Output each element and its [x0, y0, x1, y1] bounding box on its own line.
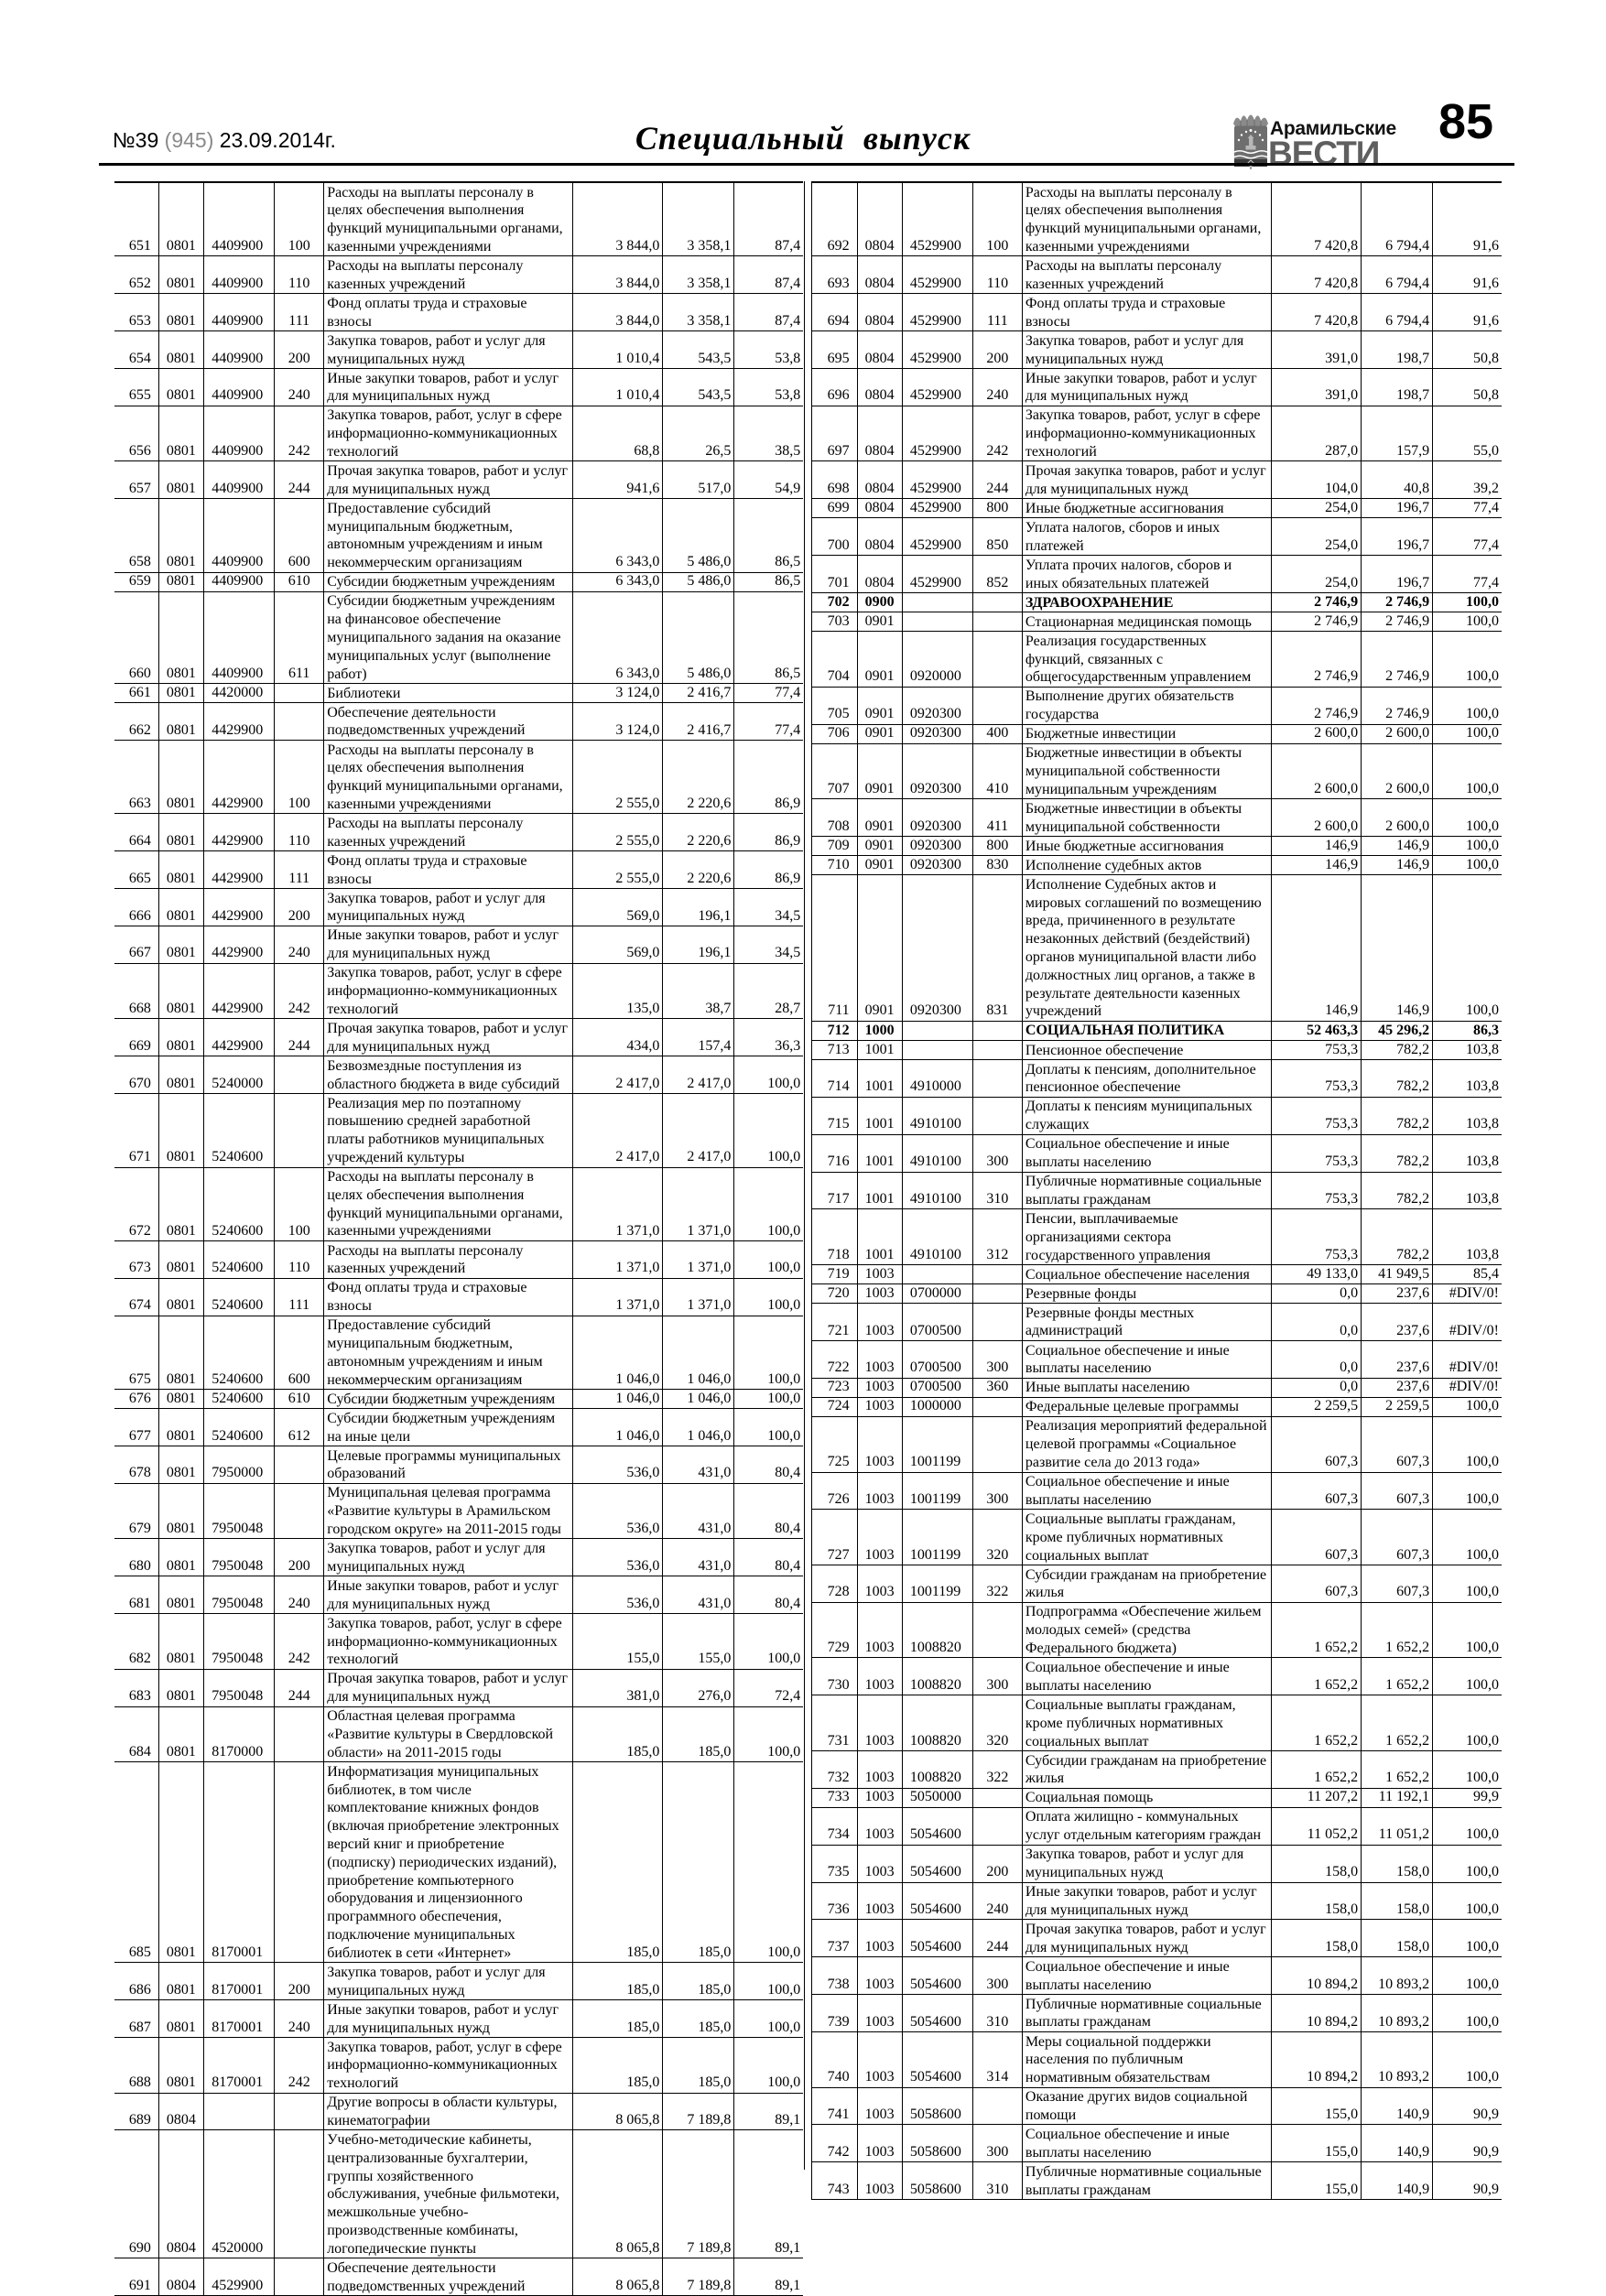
- svg-text:ВЕСТИ: ВЕСТИ: [1268, 135, 1379, 172]
